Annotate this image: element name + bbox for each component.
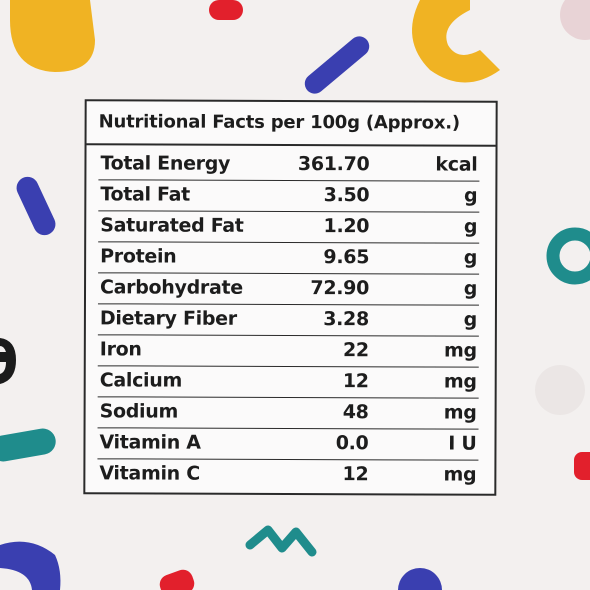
nutrient-name: Vitamin C <box>99 462 200 485</box>
nutrition-facts-label: Nutritional Facts per 100g (Approx.) Tot… <box>83 99 498 496</box>
nutrient-value: 3.50 <box>323 184 370 207</box>
nutrient-value: 361.70 <box>297 153 370 176</box>
table-row: Vitamin A 0.0 I U <box>97 428 479 461</box>
nutrient-value: 48 <box>342 401 369 424</box>
nutrition-table: Total Energy 361.70 kcal Total Fat 3.50 … <box>97 149 480 491</box>
nutrient-name: Protein <box>100 245 177 268</box>
nutrient-unit: g <box>463 246 478 269</box>
teal-ring-right <box>546 227 590 285</box>
nutrient-unit: mg <box>443 339 477 362</box>
nutrient-value: 0.0 <box>335 432 369 455</box>
nutrient-unit: g <box>463 277 478 300</box>
nutrient-name: Calcium <box>99 369 183 392</box>
blue-arc-bottom-left <box>0 541 61 590</box>
nutrient-name: Total Fat <box>100 183 190 206</box>
nutrient-value: 12 <box>342 370 369 393</box>
nutrient-unit: g <box>463 308 477 331</box>
table-row: Total Fat 3.50 g <box>98 180 480 213</box>
nutrient-value: 22 <box>342 339 369 362</box>
nutrient-name: Dietary Fiber <box>99 307 237 330</box>
teal-bar-left <box>0 428 56 462</box>
nutrient-value: 12 <box>342 463 369 486</box>
yellow-macaroni-shape <box>10 0 95 72</box>
nutrient-unit: mg <box>443 401 477 424</box>
blue-stick-top <box>304 36 370 94</box>
table-row: Dietary Fiber 3.28 g <box>97 304 479 337</box>
table-row: Saturated Fat 1.20 g <box>98 211 480 244</box>
blue-stick-left <box>16 176 56 236</box>
nutrient-unit: mg <box>443 370 477 393</box>
yellow-c-shape <box>412 0 500 83</box>
nutrient-value: 3.28 <box>323 308 369 331</box>
red-piece-bottom <box>159 569 195 590</box>
nutrient-unit: g <box>464 184 478 207</box>
nutrient-unit: kcal <box>435 153 478 176</box>
table-row: Protein 9.65 g <box>98 242 480 275</box>
label-title: Nutritional Facts per 100g (Approx.) <box>98 111 460 134</box>
nutrient-value: 72.90 <box>310 277 370 300</box>
nutrient-value: 1.20 <box>323 215 370 238</box>
title-divider <box>86 143 496 147</box>
nutrient-unit: g <box>463 215 478 238</box>
nutrient-name: Carbohydrate <box>99 276 243 299</box>
nutrient-unit: mg <box>443 463 477 486</box>
nutrient-unit: I U <box>448 432 477 455</box>
teal-squiggle-bottom <box>245 525 317 557</box>
letter-fragment-left <box>0 338 16 384</box>
nutrient-name: Sodium <box>99 400 179 423</box>
table-row: Total Energy 361.70 kcal <box>98 149 480 182</box>
nutrient-value: 9.65 <box>323 246 370 269</box>
blue-blob-bottom-right <box>398 568 442 590</box>
nutrient-name: Vitamin A <box>99 431 201 454</box>
faint-blob-right <box>535 365 585 415</box>
table-row: Calcium 12 mg <box>97 366 479 399</box>
table-row: Vitamin C 12 mg <box>97 459 478 491</box>
table-row: Sodium 48 mg <box>97 397 479 430</box>
red-piece-top <box>209 0 243 20</box>
nutrient-name: Total Energy <box>100 152 231 175</box>
table-row: Iron 22 mg <box>97 335 479 368</box>
red-piece-right <box>574 452 590 480</box>
nutrient-name: Saturated Fat <box>100 214 244 237</box>
table-row: Carbohydrate 72.90 g <box>97 273 480 306</box>
pink-blob-top-right <box>560 0 590 40</box>
nutrient-name: Iron <box>99 338 142 361</box>
